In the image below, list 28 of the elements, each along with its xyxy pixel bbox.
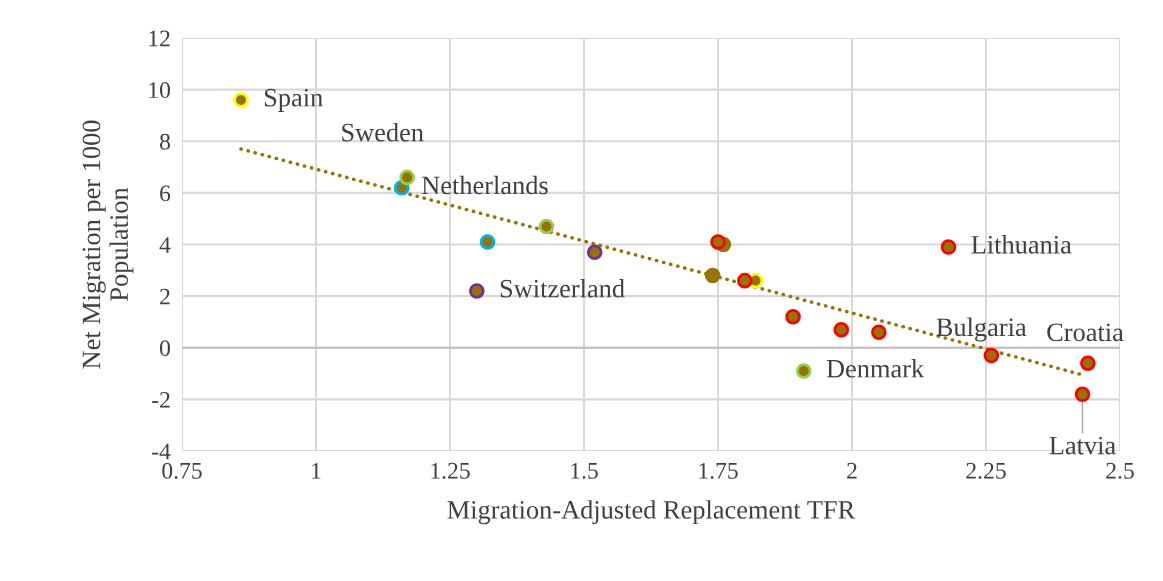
- y-tick-label: 4: [159, 237, 171, 253]
- annotation: Switzerland: [500, 279, 625, 298]
- annotation: Bulgaria: [936, 317, 1027, 342]
- y-tick-label: 6: [160, 185, 171, 202]
- y-tick-label: 0: [159, 340, 170, 357]
- y-axis-title: Net Migration per 1000 Population: [82, 120, 134, 369]
- x-tick-label: 1.75: [699, 462, 738, 479]
- y-tick-label: 8: [159, 133, 170, 150]
- y-tick-label: 12: [149, 30, 170, 47]
- annotation: Lithuania: [971, 235, 1072, 254]
- x-tick-label: 2: [847, 462, 857, 479]
- y-tick-label: -4: [152, 443, 171, 460]
- y-tick-label: -2: [152, 391, 170, 408]
- x-tick-label: 0.75: [162, 462, 202, 479]
- x-tick-label: 1: [312, 462, 321, 479]
- annotation: Spain: [264, 88, 323, 112]
- x-tick-label: 2.25: [966, 462, 1006, 479]
- annotation: Sweden: [342, 122, 424, 142]
- x-tick-label: 1.5: [571, 462, 598, 479]
- y-tick-label: 10: [149, 82, 170, 99]
- annotation: Latvia: [1049, 436, 1116, 455]
- annotation: Netherlands: [421, 175, 548, 195]
- x-tick-label: 1.25: [431, 462, 470, 479]
- annotation: Denmark: [826, 359, 925, 378]
- x-axis-title: Migration-Adjusted Replacement TFR: [447, 500, 856, 525]
- annotation: Croatia: [1047, 323, 1124, 342]
- y-tick-label: 2: [160, 288, 170, 305]
- x-tick-label: 2.5: [1106, 462, 1134, 479]
